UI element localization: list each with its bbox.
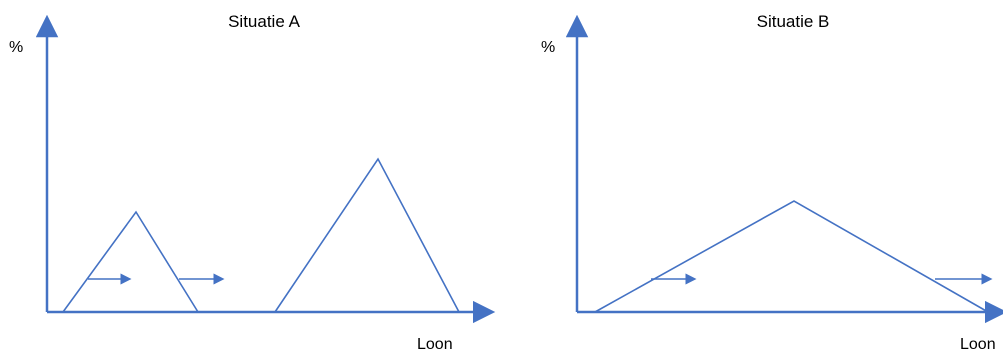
panel-b-x-axis-label: Loon <box>960 336 996 350</box>
panel-b-y-axis-label: % <box>541 39 555 56</box>
panel-a-title: Situatie A <box>228 12 300 31</box>
panel-a-x-axis-label: Loon <box>417 336 453 350</box>
panel-situatie-b: Situatie B % Loon <box>541 12 1003 350</box>
panel-situatie-a: Situatie A % Loon <box>9 12 496 350</box>
panel-b-title: Situatie B <box>757 12 830 31</box>
panel-a-small-distribution <box>62 210 199 313</box>
panel-a-y-axis-label: % <box>9 39 23 56</box>
panel-a-large-distribution <box>274 157 460 313</box>
panel-b-wide-distribution <box>594 200 989 313</box>
